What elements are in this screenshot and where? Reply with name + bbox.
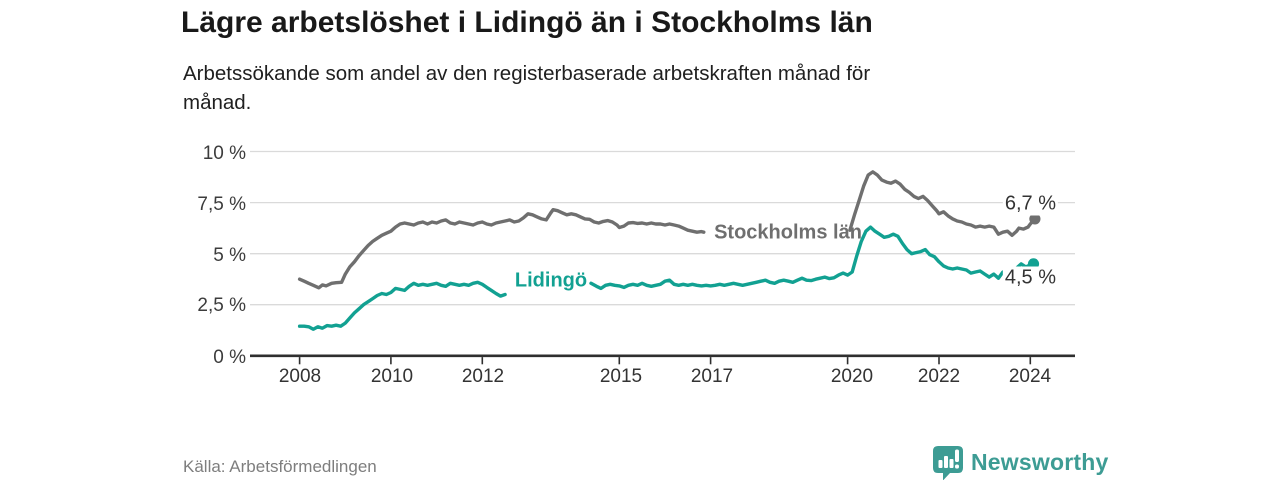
x-tick-label-2008: 2008 — [278, 366, 322, 387]
page-title: Lägre arbetslöshet i Lidingö än i Stockh… — [181, 6, 873, 39]
x-tick-label-2022: 2022 — [917, 366, 961, 387]
subtitle-line-1: Arbetssökande som andel av den registerb… — [183, 62, 871, 85]
y-tick-label-5: 5 % — [213, 245, 246, 266]
y-tick-label-10: 10 % — [202, 143, 246, 164]
newsworthy-logo-text: Newsworthy — [971, 449, 1109, 475]
x-tick-label-2015: 2015 — [599, 366, 643, 387]
x-tick-label-2024: 2024 — [1008, 366, 1052, 387]
y-tick-label-2-5: 2,5 % — [197, 295, 246, 316]
x-tick-label-2017: 2017 — [690, 366, 734, 387]
x-tick-label-2010: 2010 — [370, 366, 414, 387]
source-note: Källa: Arbetsförmedlingen — [183, 457, 377, 476]
series-line-lidingo — [297, 280, 507, 331]
end-value-label-stockholms-lan: 6,7 % — [1002, 192, 1058, 216]
series-label-lidingo: Lidingö — [514, 269, 588, 292]
end-value-label-lidingo: 4,5 % — [1002, 266, 1058, 290]
subtitle-line-2: månad. — [183, 91, 252, 114]
y-tick-label-0: 0 % — [213, 347, 246, 368]
x-tick-label-2012: 2012 — [461, 366, 505, 387]
series-line-stockholms-lan — [297, 207, 706, 290]
x-tick-label-2020: 2020 — [830, 366, 874, 387]
newsworthy-logo-icon — [933, 446, 963, 480]
series-label-stockholms-lan: Stockholms län — [714, 221, 862, 244]
y-tick-label-7-5: 7,5 % — [197, 194, 246, 215]
chart-subtitle: Arbetssökande som andel av den registerb… — [183, 59, 1063, 117]
